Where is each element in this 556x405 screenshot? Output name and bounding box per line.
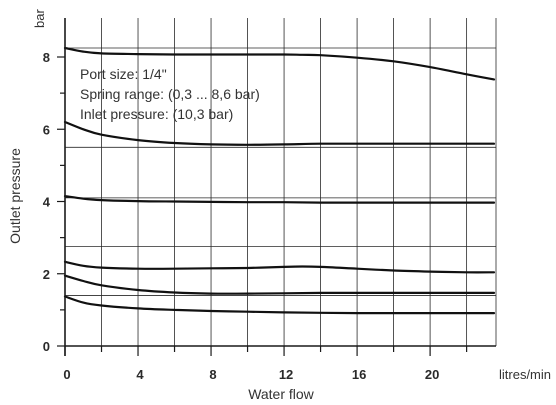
annotation-spring-range: Spring range: (0,3 ... 8,6 bar) (80, 86, 260, 102)
series-line-2 (63, 120, 496, 146)
y-tick-label: 4 (43, 195, 51, 210)
y-unit-label: bar (32, 9, 47, 28)
y-tick-label: 2 (43, 267, 50, 282)
y-axis-title: Outlet pressure (7, 148, 23, 244)
x-unit-label: litres/min (499, 367, 551, 382)
series-line-6 (63, 295, 496, 315)
y-tick-label: 6 (43, 122, 50, 137)
x-axis-title: Water flow (248, 386, 314, 402)
x-tick-label: 0 (63, 367, 70, 382)
annotation-port-size: Port size: 1/4" (80, 66, 167, 82)
axes (57, 18, 496, 356)
series-line-5 (63, 274, 496, 295)
y-tick-label: 8 (43, 50, 50, 65)
y-tick-label: 0 (43, 339, 50, 354)
tick-labels: 0 2 4 6 8 0 4 8 12 16 20 (43, 50, 440, 382)
x-tick-label: 12 (279, 367, 293, 382)
series-layer (63, 46, 496, 315)
series-line-1 (63, 46, 496, 81)
x-tick-label: 20 (425, 367, 439, 382)
x-tick-label: 4 (136, 367, 144, 382)
series-line-3 (63, 195, 496, 204)
x-tick-label: 16 (352, 367, 366, 382)
x-tick-label: 8 (209, 367, 216, 382)
grid-lines (65, 18, 497, 346)
series-line-4 (63, 260, 496, 274)
annotation-inlet-pressure: Inlet pressure: (10,3 bar) (80, 106, 233, 122)
